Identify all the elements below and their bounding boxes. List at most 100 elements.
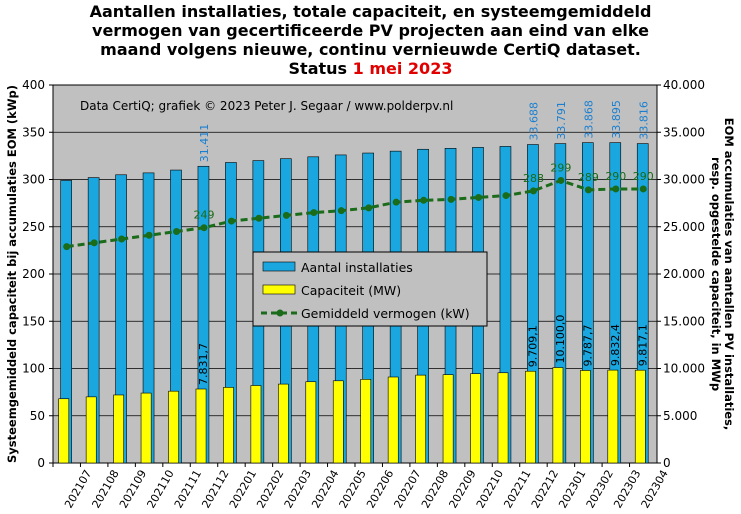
bar-capaciteit (195, 388, 207, 464)
point-gemiddeld (529, 187, 537, 195)
point-gemiddeld (584, 186, 592, 194)
legend-label-capaciteit: Capaciteit (MW) (301, 283, 401, 298)
legend-label-gemiddeld: Gemiddeld vermogen (kW) (301, 306, 470, 321)
line-gemiddeld (66, 178, 644, 249)
data-label-capaciteit: 9.709,1 (526, 325, 539, 367)
point-gemiddeld (63, 243, 71, 251)
x-tick-label: 202304 (639, 468, 671, 511)
bar-capaciteit (278, 383, 289, 464)
data-label-gemiddeld: 290 (605, 170, 626, 183)
y-tick-label: 50 (30, 409, 45, 423)
y-tick-label: 150 (22, 314, 45, 328)
point-gemiddeld (173, 227, 181, 235)
title-line-2: vermogen van gecertificeerde PV projecte… (92, 21, 649, 40)
point-gemiddeld (282, 211, 290, 219)
point-gemiddeld (612, 185, 620, 193)
data-label-gemiddeld: 289 (578, 171, 599, 184)
data-label-installaties: 33.791 (555, 101, 568, 140)
title-line-1: Aantallen installaties, totale capacitei… (89, 2, 652, 21)
y2-tick-label: 0 (663, 456, 671, 470)
point-gemiddeld (502, 192, 510, 200)
point-gemiddeld (365, 204, 373, 212)
point-gemiddeld (557, 176, 565, 184)
data-label-gemiddeld: 290 (633, 170, 654, 183)
data-label-gemiddeld: 288 (523, 172, 544, 185)
legend-swatch-installaties (262, 261, 296, 272)
point-gemiddeld (337, 207, 345, 215)
point-gemiddeld (310, 209, 318, 217)
bar-capaciteit (525, 370, 536, 464)
point-gemiddeld (392, 198, 400, 206)
bar-capaciteit (168, 390, 179, 464)
y-tick-label: 350 (22, 125, 45, 139)
y-tick-label: 400 (22, 78, 45, 92)
bar-capaciteit (305, 381, 317, 464)
bar-capaciteit (85, 396, 97, 464)
point-gemiddeld (255, 214, 263, 222)
point-gemiddeld (227, 217, 235, 225)
data-label-capaciteit: 9.832,4 (609, 324, 622, 366)
y2-tick-label: 25.000 (663, 220, 705, 234)
data-label-installaties: 33.688 (527, 102, 540, 141)
bar-capaciteit (552, 367, 564, 464)
point-gemiddeld (475, 193, 483, 201)
y2-tick-label: 30.000 (663, 173, 705, 187)
y2-tick-label: 40.000 (663, 78, 705, 92)
data-label-capaciteit: 9.787,7 (581, 324, 594, 366)
y2-axis-title-line-1: EOM accumulaties van aantallen PV instal… (722, 118, 736, 431)
bar-capaciteit (442, 374, 454, 464)
y-axis-title: Systeemgemiddeld capaciteit bij accumula… (5, 85, 19, 463)
bar-capaciteit (250, 385, 262, 464)
bar-capaciteit (497, 372, 509, 464)
point-gemiddeld (145, 231, 153, 239)
status-date: 1 mei 2023 (352, 59, 453, 78)
data-label-capaciteit: 7.831,7 (197, 343, 210, 385)
data-label-capaciteit: 9.817,1 (636, 324, 649, 366)
bar-capaciteit (140, 392, 152, 464)
bar-capaciteit (470, 373, 481, 464)
bar-capaciteit (580, 370, 591, 464)
y-tick-label: 0 (37, 456, 45, 470)
y-tick-label: 300 (22, 173, 45, 187)
point-gemiddeld (200, 224, 208, 232)
y2-tick-label: 20.000 (663, 267, 705, 281)
point-gemiddeld (447, 195, 455, 203)
legend-label-installaties: Aantal installaties (301, 260, 413, 275)
data-label-installaties: 33.868 (582, 100, 595, 139)
bar-capaciteit (223, 387, 234, 464)
bar-capaciteit (332, 380, 344, 464)
y2-tick-label: 10.000 (663, 362, 705, 376)
point-gemiddeld (639, 185, 647, 193)
y2-tick-label: 35.000 (663, 125, 705, 139)
legend-marker-gemiddeld (276, 309, 284, 317)
y-tick-label: 250 (22, 220, 45, 234)
data-label-installaties: 33.895 (610, 100, 623, 139)
status-prefix: Status (288, 59, 353, 78)
title-line-3: maand volgens nieuwe, continu vernieuwde… (100, 40, 641, 59)
point-gemiddeld (118, 235, 126, 243)
bar-capaciteit (634, 369, 646, 464)
y2-axis-title-line-2: resp. opgestelde capaciteit, in MWp (709, 157, 723, 391)
y-tick-label: 200 (22, 267, 45, 281)
data-label-installaties: 31.411 (198, 124, 211, 163)
bar-capaciteit (415, 374, 426, 464)
data-label-gemiddeld: 299 (550, 161, 571, 174)
bar-capaciteit (58, 398, 70, 464)
y-tick-label: 100 (22, 362, 45, 376)
title-status: Status 1 mei 2023 (0, 59, 741, 78)
bar-capaciteit (360, 379, 372, 464)
y2-tick-label: 15.000 (663, 314, 705, 328)
legend-swatch-capaciteit (262, 284, 296, 295)
credit-text: Data CertiQ; grafiek © 2023 Peter J. Seg… (80, 99, 453, 113)
point-gemiddeld (90, 239, 98, 247)
bar-capaciteit (113, 394, 124, 464)
y2-tick-label: 5.000 (663, 409, 697, 423)
bar-capaciteit (607, 369, 619, 464)
data-label-gemiddeld: 249 (194, 209, 215, 222)
data-label-installaties: 33.816 (637, 101, 650, 140)
bar-capaciteit (387, 376, 399, 464)
chart-title: Aantallen installaties, totale capacitei… (0, 2, 741, 78)
point-gemiddeld (420, 196, 428, 204)
data-label-capaciteit: 10.100,0 (554, 315, 567, 364)
